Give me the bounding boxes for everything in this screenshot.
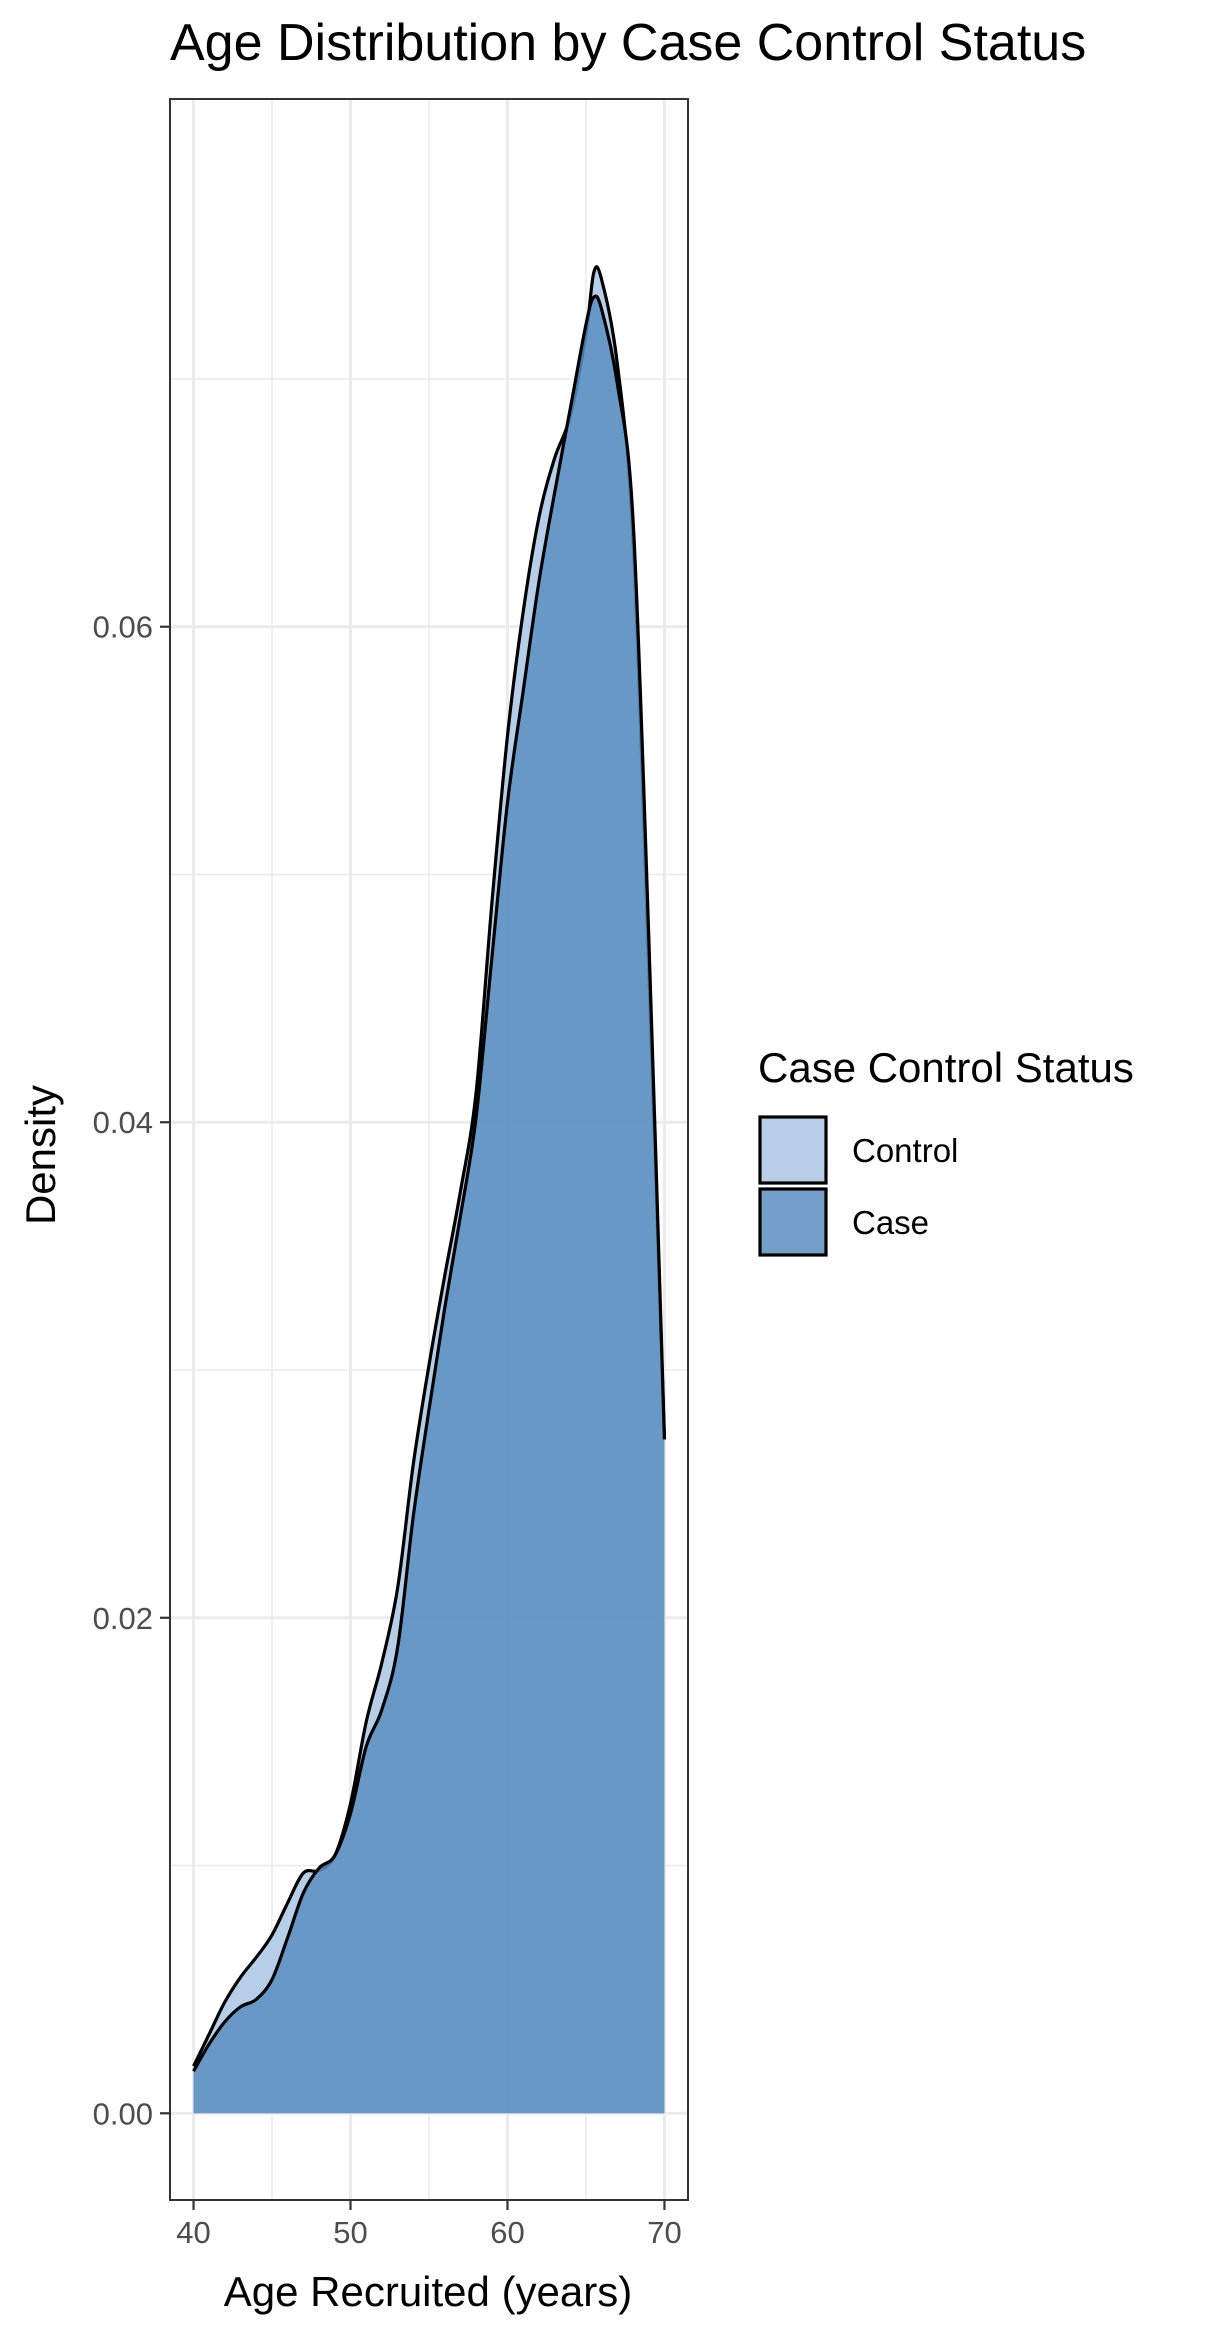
plot-panel-border bbox=[169, 98, 689, 2201]
legend: Case Control Status Control Case bbox=[758, 1044, 1134, 1257]
y-tick-label: 0.00 bbox=[93, 2096, 153, 2131]
legend-items: Control Case bbox=[758, 1115, 958, 1257]
x-axis-title: Age Recruited (years) bbox=[224, 2268, 633, 2315]
plot-panel bbox=[169, 98, 689, 2201]
y-tick-label: 0.04 bbox=[93, 1105, 153, 1140]
legend-label-case: Case bbox=[852, 1204, 929, 1241]
x-tick-label: 50 bbox=[333, 2215, 367, 2250]
y-tick-label: 0.02 bbox=[93, 1601, 153, 1636]
legend-title: Case Control Status bbox=[758, 1044, 1134, 1091]
legend-item-case: Case bbox=[758, 1187, 929, 1257]
legend-label-control: Control bbox=[852, 1132, 958, 1169]
legend-item-control: Control bbox=[758, 1115, 958, 1185]
density-series bbox=[192, 265, 667, 2114]
x-tick-label: 70 bbox=[647, 2215, 681, 2250]
x-axis: 40 50 60 70 bbox=[176, 2200, 682, 2250]
y-axis-title: Density bbox=[17, 1085, 64, 1225]
x-tick-label: 60 bbox=[490, 2215, 524, 2250]
chart-title: Age Distribution by Case Control Status bbox=[170, 14, 1086, 72]
density-area-case bbox=[193, 296, 665, 2114]
legend-key-control bbox=[758, 1115, 828, 1185]
density-line-case bbox=[192, 294, 667, 2072]
legend-key-case bbox=[758, 1187, 828, 1257]
y-axis: 0.00 0.02 0.04 0.06 bbox=[93, 610, 170, 2131]
x-tick-label: 40 bbox=[176, 2215, 210, 2250]
y-tick-label: 0.06 bbox=[93, 610, 153, 645]
density-line-control bbox=[192, 265, 667, 2067]
